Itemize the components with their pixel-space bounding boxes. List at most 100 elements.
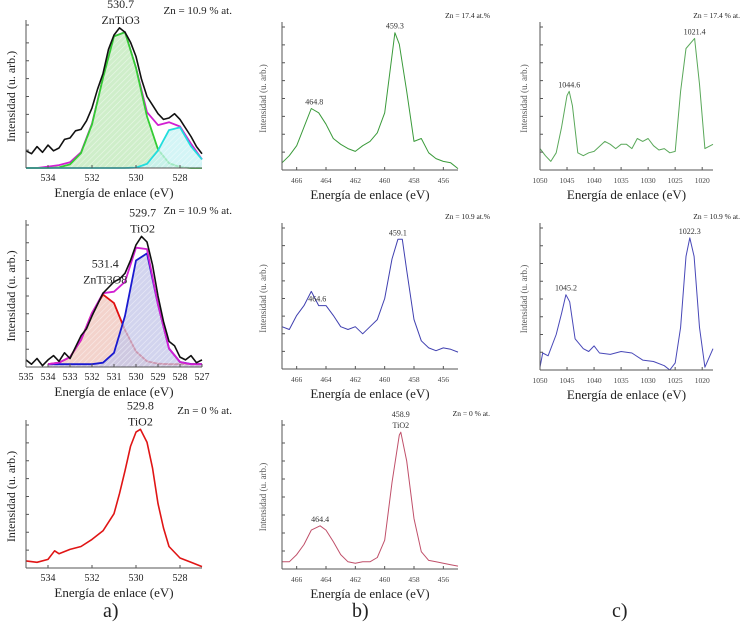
x-tick-label-b3: 466: [291, 575, 303, 584]
series-line-a2-data-3: [25, 235, 203, 367]
zn-content-annotation-a2: Zn = 10.9 % at.: [163, 205, 232, 217]
peak-label-a3-0-0: 529.8: [127, 398, 154, 412]
peak-label-a3-0-1: TiO2: [128, 414, 153, 428]
panel-letter-b: b): [352, 600, 369, 622]
zn-content-annotation-c1: Zn = 17.4 % at.: [693, 11, 740, 20]
x-tick-label-a2: 527: [195, 372, 210, 383]
chart-c1: 1050 1045 1040 1035 1030 1025 1020 Energía de e…: [519, 11, 740, 202]
peak-label-b3-1-1: TiO2: [392, 421, 409, 430]
peak-label-a2-1-1: TiO2: [130, 221, 155, 235]
peak-label-a2-1-0: 529.7: [129, 205, 156, 219]
y-axis-label-a2: Intensidad (u. arb.): [4, 250, 18, 341]
peak-label-b2-0-0: 464.6: [308, 295, 326, 304]
x-tick-label-a3: 532: [85, 573, 100, 584]
x-tick-label-a3: 530: [129, 573, 144, 584]
peak-label-c2-0-0: 1045.2: [555, 284, 577, 293]
component-hatch-a1-2: [26, 127, 202, 168]
x-tick-label-c1: 1040: [587, 176, 602, 185]
chart-a2: 535 534 533 532 531 530 529 528 527 Energía de en…: [4, 205, 232, 399]
x-tick-label-a2: 528: [173, 372, 188, 383]
x-tick-label-c2: 1040: [587, 376, 602, 385]
peak-label-c1-0-0: 1044.6: [558, 80, 580, 89]
series-line-b3-data-0: [282, 431, 459, 567]
peak-label-a1-0-1: ZnTiO3: [101, 13, 139, 27]
x-tick-label-a2: 530: [129, 372, 144, 383]
zn-content-annotation-b2: Zn = 10.9 at.%: [445, 212, 490, 221]
peak-label-b2-1-0: 459.1: [389, 228, 407, 237]
x-tick-label-c1: 1030: [641, 176, 656, 185]
zn-content-annotation-b3: Zn = 0 % at.: [453, 409, 490, 418]
component-hatch-a2-1: [48, 253, 202, 367]
y-axis-label-c2: Intensidad (u. arb.): [519, 265, 529, 333]
x-axis-label-c2: Energía de enlace (eV): [567, 387, 686, 402]
x-tick-label-b1: 466: [291, 176, 303, 185]
series-line-a1-data-3: [25, 27, 203, 155]
x-tick-label-b1: 460: [379, 176, 391, 185]
x-axis-label-b1: Energía de enlace (eV): [310, 187, 429, 202]
x-tick-label-a1: 532: [85, 173, 100, 184]
series-line-c1-data-0: [539, 37, 714, 162]
x-tick-label-b3: 464: [320, 575, 332, 584]
y-axis-label-a3: Intensidad (u. arb.): [4, 451, 18, 542]
panel-letter-c: c): [612, 600, 628, 622]
peak-label-b3-1-0: 458.9: [392, 410, 410, 419]
x-tick-label-b1: 458: [408, 176, 420, 185]
x-tick-label-c2: 1050: [533, 376, 548, 385]
x-tick-label-a2: 534: [41, 372, 56, 383]
series-line-a3-data-0: [25, 428, 203, 568]
panel-letter-a: a): [103, 600, 119, 622]
peak-label-b3-0-0: 464.4: [311, 515, 329, 524]
x-axis-label-a1: Energía de enlace (eV): [54, 185, 173, 200]
x-tick-label-a2: 535: [19, 372, 34, 383]
x-axis-label-c1: Energía de enlace (eV): [567, 187, 686, 202]
x-axis-label-b3: Energía de enlace (eV): [310, 586, 429, 601]
x-tick-label-c2: 1025: [668, 376, 683, 385]
x-tick-label-a3: 534: [41, 573, 56, 584]
x-tick-label-a3: 528: [173, 573, 188, 584]
peak-label-b1-0-0: 464.8: [305, 98, 323, 107]
x-axis-label-b2: Energía de enlace (eV): [310, 386, 429, 401]
chart-b3: 466 464 462 460 458 456 Energía de enlace (eV)…: [258, 409, 490, 601]
peak-label-a2-0-1: ZnTi3O8: [83, 272, 127, 286]
series-line-b2-data-0: [281, 238, 459, 353]
x-tick-label-c1: 1045: [560, 176, 575, 185]
zn-content-annotation-b1: Zn = 17.4 at.%: [445, 11, 490, 20]
x-tick-label-b1: 464: [320, 176, 332, 185]
x-tick-label-a1: 528: [173, 173, 188, 184]
x-tick-label-a1: 530: [129, 173, 144, 184]
chart-b2: 466 464 462 460 458 456 Energía de enlace (eV)…: [258, 212, 490, 401]
peak-label-b1-1-0: 459.3: [386, 22, 404, 31]
x-tick-label-b2: 460: [379, 375, 391, 384]
x-tick-label-c2: 1020: [695, 376, 710, 385]
x-axis-label-a2: Energía de enlace (eV): [54, 384, 173, 399]
x-tick-label-a2: 533: [63, 372, 78, 383]
x-tick-label-c2: 1045: [560, 376, 575, 385]
zn-content-annotation-c2: Zn = 10.9 % at.: [693, 212, 740, 221]
y-axis-label-b1: Intensidad (u. arb.): [258, 64, 268, 132]
x-tick-label-b2: 458: [408, 375, 420, 384]
y-axis-label-b3: Intensidad (u. arb.): [258, 463, 268, 531]
x-tick-label-b3: 460: [379, 575, 391, 584]
series-line-c2-data-0: [539, 237, 714, 371]
x-tick-label-b3: 456: [438, 575, 450, 584]
x-tick-label-a2: 529: [151, 372, 166, 383]
x-tick-label-b2: 466: [291, 375, 303, 384]
x-tick-label-b3: 462: [350, 575, 362, 584]
peak-label-c1-1-0: 1021.4: [684, 27, 706, 36]
y-axis-label-c1: Intensidad (u. arb.): [519, 64, 529, 132]
x-axis-label-a3: Energía de enlace (eV): [54, 585, 173, 600]
x-tick-label-b2: 464: [320, 375, 332, 384]
x-tick-label-b1: 456: [438, 176, 450, 185]
y-axis-label-a1: Intensidad (u. arb.): [4, 51, 18, 142]
chart-b1: 466 464 462 460 458 456 Energía de enlace (eV)…: [258, 11, 490, 202]
x-tick-label-c1: 1020: [695, 176, 710, 185]
y-axis-label-b2: Intensidad (u. arb.): [258, 264, 268, 332]
x-tick-label-a2: 531: [107, 372, 122, 383]
x-tick-label-c1: 1050: [533, 176, 548, 185]
x-tick-label-c1: 1025: [668, 176, 683, 185]
zn-content-annotation-a1: Zn = 10.9 % at.: [163, 5, 232, 17]
peak-label-a1-0-0: 530.7: [107, 0, 134, 11]
